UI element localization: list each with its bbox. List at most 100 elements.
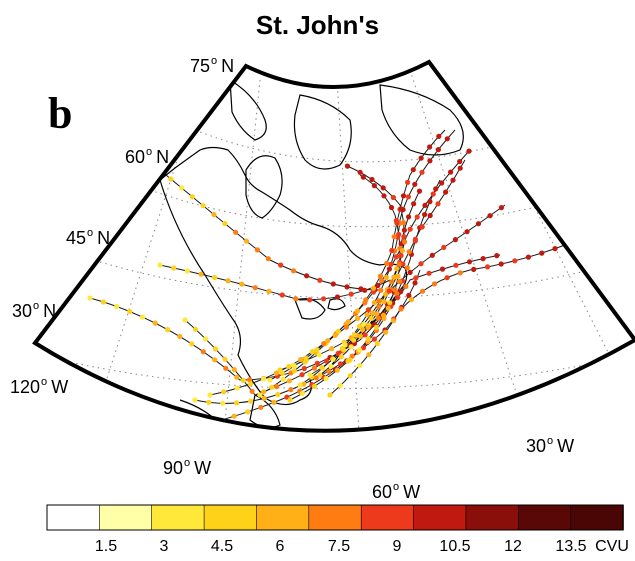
storm-track-point [525,254,532,260]
storm-track-point [307,297,313,303]
storm-track-point [358,286,364,292]
colorbar-cell [99,504,153,531]
storm-track-point [291,363,297,369]
storm-track-point [327,392,333,398]
storm-track-point [335,328,341,334]
storm-track-point [383,329,389,335]
storm-track-point [371,336,377,342]
storm-track-point [453,262,459,268]
storm-track-point [498,261,504,267]
storm-track-point [290,268,297,274]
colorbar-cell [570,504,624,531]
greenland-coastline [379,84,464,156]
storm-track-point [369,176,375,183]
colorbar-cell [46,504,101,531]
storm-track-point [165,327,171,333]
storm-track-point [420,288,426,294]
storm-track-point [332,332,338,338]
storm-track-point [234,374,240,380]
storm-track-point [317,372,323,378]
storm-track-point [400,220,407,226]
storm-track-point [243,238,250,244]
storm-track-point [444,136,450,142]
storm-track-point [345,319,351,325]
storm-track-point [273,370,279,376]
storm-track-point [443,189,449,195]
storm-track-point [471,266,477,272]
storm-track-point [390,318,396,324]
storm-track-point [334,294,341,300]
storm-track-point [275,391,281,398]
storm-track-point [343,324,349,330]
storm-track-point [313,375,319,381]
panel-label: b [48,89,73,138]
storm-track-point [203,336,209,342]
storm-track-point [293,296,299,302]
storm-track-points [87,133,558,431]
storm-track-point [240,377,246,383]
storm-track-point [394,295,401,301]
storm-track-point [297,382,303,388]
storm-track-point [348,291,354,297]
colorbar-unit: CVU [595,538,629,555]
colorbar-tick-label: 4.5 [210,538,234,555]
storm-track-point [439,266,446,272]
storm-track-point [395,273,401,279]
colorbar-cell [151,504,205,531]
colorbar-tick-label: 13.5 [555,538,587,555]
storm-track-point [198,271,204,277]
storm-track-point [234,400,240,406]
storm-track-point [177,333,183,340]
storm-track-point [265,256,271,262]
storm-track-point [348,344,354,350]
storm-track-point [394,291,400,297]
storm-track-point [404,265,410,271]
storm-track-point [373,324,379,330]
storm-track-point [457,158,463,165]
storm-track-point [435,201,441,207]
storm-track-point [337,361,344,367]
graticule-meridian [336,79,363,431]
storm-track-point [444,275,450,281]
cuba-coastline [249,394,281,429]
colorbar-border [46,504,624,531]
storm-track-point [223,365,229,371]
colorbar-tick-label: 7.5 [327,538,351,555]
storm-track-point [280,376,286,382]
storm-track-point [411,201,417,207]
storm-track-point [394,266,400,272]
storm-track-point [278,262,284,268]
storm-track-point [314,347,320,353]
storm-track-point [271,399,277,405]
storm-track-point [402,239,408,245]
storm-track-point [422,212,428,218]
storm-track-point [189,341,195,347]
storm-track-point [252,285,258,291]
storm-track-point [466,259,473,265]
storm-track-point [427,144,433,150]
storm-track-point [396,231,402,237]
storm-track-point [368,315,374,321]
storm-track-point [412,280,418,286]
storm-track-point [384,260,390,267]
storm-track-point [396,261,402,267]
storm-track-point [206,399,212,405]
graticule [59,69,635,431]
storm-track-point [429,252,435,258]
storm-track-point [266,288,272,294]
storm-track-point [464,229,470,235]
storm-track-point [114,303,120,310]
storm-track-point [362,332,368,338]
storm-track-point [311,365,317,371]
storm-track-point [360,174,366,180]
storm-track-point [365,307,371,313]
storm-track-point [396,279,403,285]
storm-track-point [212,357,218,363]
storm-track-point [299,390,305,396]
graticule-meridian [409,69,536,431]
storm-track-point [448,169,454,175]
storm-track-point [330,281,336,287]
storm-track-point [375,282,381,289]
storm-track-point [212,346,218,352]
